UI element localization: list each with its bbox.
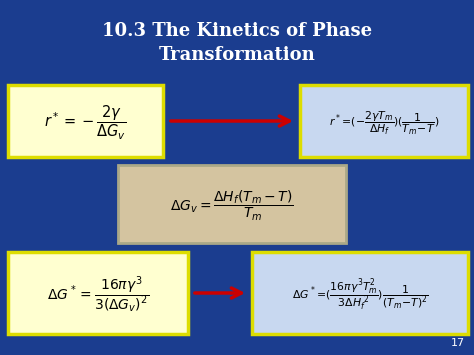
Text: 10.3 The Kinetics of Phase: 10.3 The Kinetics of Phase — [102, 22, 372, 40]
Text: $\Delta G_v = \dfrac{\Delta H_f (T_m - T)}{T_m}$: $\Delta G_v = \dfrac{\Delta H_f (T_m - T… — [170, 189, 294, 223]
Text: $\Delta G^* = \dfrac{16\pi\gamma^3}{3(\Delta G_v)^2}$: $\Delta G^* = \dfrac{16\pi\gamma^3}{3(\D… — [47, 274, 149, 316]
Text: $r^* = -\dfrac{2\gamma}{\Delta G_v}$: $r^* = -\dfrac{2\gamma}{\Delta G_v}$ — [45, 104, 127, 142]
FancyBboxPatch shape — [300, 85, 468, 157]
Text: Transformation: Transformation — [159, 46, 315, 64]
FancyBboxPatch shape — [118, 165, 346, 243]
Text: $\Delta G^*\!=\!(\dfrac{16\pi\gamma^3 T_m^2}{3\Delta H_f^{\ 2}})\dfrac{1}{(T_m\!: $\Delta G^*\!=\!(\dfrac{16\pi\gamma^3 T_… — [292, 277, 428, 313]
FancyBboxPatch shape — [8, 252, 188, 334]
FancyBboxPatch shape — [8, 85, 163, 157]
Text: $r^*\!=\!(-\dfrac{2\gamma T_m}{\Delta H_f})(\dfrac{1}{T_m\!-\!T})$: $r^*\!=\!(-\dfrac{2\gamma T_m}{\Delta H_… — [329, 109, 439, 137]
FancyBboxPatch shape — [252, 252, 468, 334]
Text: 17: 17 — [451, 338, 465, 348]
